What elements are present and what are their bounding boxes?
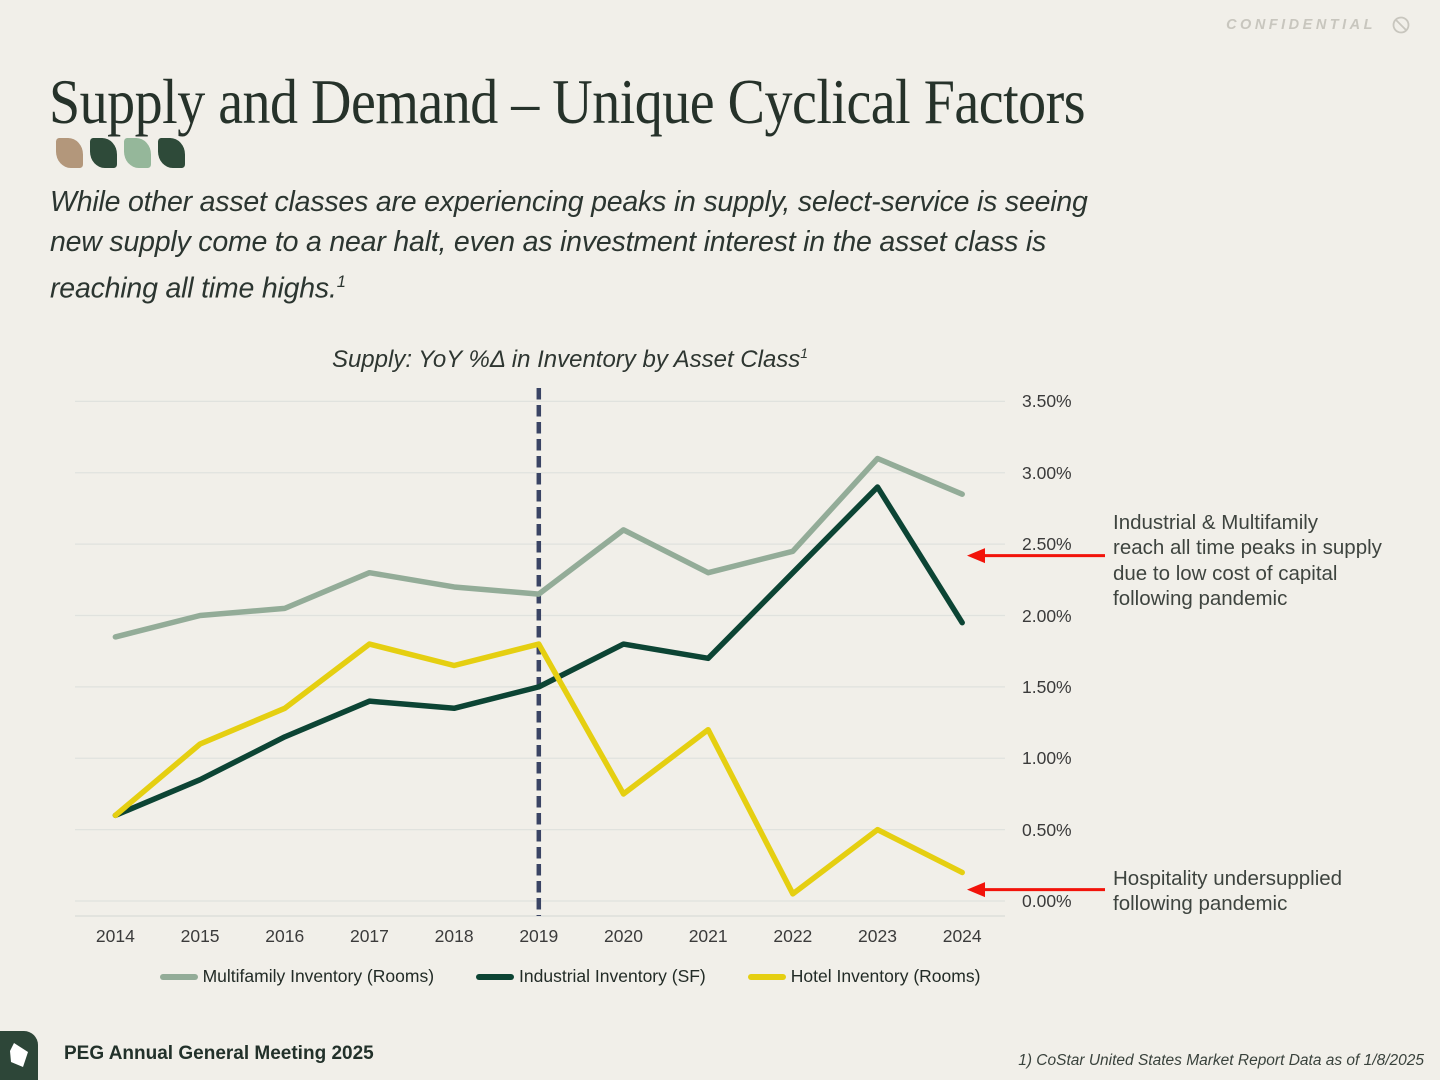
leaf-shape-icon bbox=[124, 138, 151, 168]
annotation-text: Industrial & Multifamily reach all time p… bbox=[1113, 510, 1413, 612]
chart-title-footnote-marker: 1 bbox=[800, 345, 809, 361]
x-tick-label: 2023 bbox=[858, 926, 897, 946]
x-tick-label: 2019 bbox=[519, 926, 559, 946]
series-line-hotel bbox=[112, 641, 965, 897]
annotation-line: Industrial & Multifamily bbox=[1113, 510, 1319, 534]
page-title: Supply and Demand – Unique Cyclical Fact… bbox=[49, 67, 1086, 138]
leaf-shape-icon bbox=[56, 138, 83, 168]
confidential-label: CONFIDENTIAL bbox=[1226, 17, 1376, 33]
legend-swatch bbox=[159, 973, 198, 980]
x-tick-label: 2015 bbox=[180, 926, 220, 946]
x-tick-label: 2020 bbox=[604, 926, 643, 946]
legend-item: Hotel Inventory (Rooms) bbox=[747, 966, 981, 987]
annotation-line: reach all time peaks in supply bbox=[1113, 536, 1382, 560]
x-tick-label: 2016 bbox=[265, 926, 305, 946]
y-tick-label: 3.00% bbox=[1022, 462, 1072, 483]
footnote-source: 1) CoStar United States Market Report Da… bbox=[1018, 1052, 1424, 1069]
annotation-line: following pandemic bbox=[1113, 587, 1288, 611]
legend-swatch bbox=[747, 973, 786, 980]
series-line-industrial bbox=[112, 484, 965, 819]
y-tick-label: 3.50% bbox=[1022, 391, 1072, 412]
annotation-line: following pandemic bbox=[1113, 892, 1288, 916]
leaf-shape-icon bbox=[90, 138, 117, 168]
chart-title-text: Supply: YoY %Δ in Inventory by Asset Cla… bbox=[331, 346, 801, 373]
annotation-line: Hospitality undersupplied bbox=[1113, 866, 1343, 890]
x-tick-label: 2014 bbox=[95, 926, 135, 946]
legend-label: Hotel Inventory (Rooms) bbox=[790, 966, 981, 986]
slide-subtitle: While other asset classes are experienci… bbox=[50, 183, 1320, 309]
prohibition-icon bbox=[1392, 16, 1410, 34]
chart-legend: Multifamily Inventory (Rooms) Industrial … bbox=[105, 966, 1035, 987]
leaf-icon bbox=[10, 1043, 28, 1067]
footer-title: PEG Annual General Meeting 2025 bbox=[64, 1043, 374, 1064]
y-tick-label: 1.50% bbox=[1022, 676, 1072, 697]
subtitle-text: While other asset classes are experienci… bbox=[50, 186, 1088, 305]
y-tick-label: 2.00% bbox=[1022, 605, 1072, 626]
annotation-arrow-head bbox=[967, 548, 985, 564]
annotation-arrow-head bbox=[967, 882, 985, 898]
footer-logo bbox=[0, 1031, 38, 1080]
legend-item: Industrial Inventory (SF) bbox=[476, 966, 706, 987]
y-tick-label: 0.50% bbox=[1022, 819, 1072, 840]
legend-swatch bbox=[476, 973, 515, 980]
legend-label: Multifamily Inventory (Rooms) bbox=[202, 966, 435, 986]
x-tick-label: 2017 bbox=[349, 926, 389, 946]
chart-title: Supply: YoY %Δ in Inventory by Asset Cla… bbox=[80, 345, 1060, 374]
accent-leaf-shapes bbox=[56, 138, 185, 168]
subtitle-footnote-marker: 1 bbox=[336, 272, 346, 291]
leaf-shape-icon bbox=[158, 138, 185, 168]
x-tick-label: 2022 bbox=[773, 926, 813, 946]
x-tick-label: 2018 bbox=[434, 926, 474, 946]
annotation-text: Hospitality undersupplied following pande… bbox=[1113, 866, 1413, 917]
annotation-line: due to low cost of capital bbox=[1113, 561, 1338, 585]
y-tick-label: 1.00% bbox=[1022, 748, 1072, 769]
legend-label: Industrial Inventory (SF) bbox=[519, 966, 706, 986]
y-tick-label: 2.50% bbox=[1022, 534, 1072, 555]
y-tick-label: 0.00% bbox=[1022, 891, 1072, 911]
legend-item: Multifamily Inventory (Rooms) bbox=[159, 966, 435, 987]
x-tick-label: 2024 bbox=[942, 926, 982, 946]
confidential-marker: CONFIDENTIAL bbox=[1226, 16, 1410, 34]
x-tick-label: 2021 bbox=[688, 926, 728, 946]
series-line-multifamily bbox=[112, 455, 965, 640]
